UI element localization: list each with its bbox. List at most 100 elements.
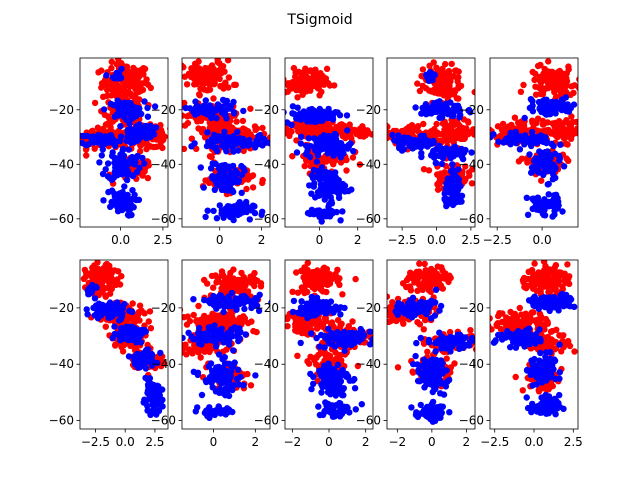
scatter-points: [285, 64, 373, 225]
subplot-6: −20−40−60−2.5 0.0 2.5: [49, 259, 169, 449]
red-point: [285, 81, 292, 89]
blue-point: [121, 168, 128, 176]
blue-point: [253, 296, 261, 303]
red-point: [91, 145, 98, 152]
red-point: [537, 79, 545, 87]
blue-point: [462, 146, 469, 154]
red-point: [458, 171, 466, 178]
red-point: [111, 279, 118, 287]
red-point: [247, 382, 255, 389]
blue-point: [229, 383, 236, 390]
blue-point: [551, 211, 558, 218]
blue-point: [154, 382, 161, 389]
blue-point: [102, 166, 109, 173]
blue-point: [324, 150, 331, 157]
blue-point: [157, 349, 164, 357]
blue-point: [418, 153, 425, 161]
blue-point: [459, 155, 467, 163]
blue-point: [123, 202, 131, 209]
blue-point: [223, 374, 231, 382]
blue-point: [456, 192, 464, 199]
blue-point: [547, 166, 554, 173]
red-point: [435, 131, 442, 138]
blue-point: [247, 298, 255, 305]
blue-point: [151, 396, 158, 403]
blue-point: [246, 216, 253, 223]
blue-point: [128, 211, 135, 219]
blue-point: [119, 107, 126, 115]
red-point: [356, 133, 364, 140]
blue-point: [230, 110, 238, 117]
red-point: [576, 76, 578, 83]
scatter-points: [182, 266, 270, 421]
red-point: [243, 185, 250, 193]
blue-point: [202, 104, 209, 111]
blue-point: [188, 143, 195, 150]
blue-point: [540, 211, 547, 219]
red-point: [352, 275, 359, 283]
blue-point: [217, 410, 224, 417]
red-point: [518, 122, 525, 129]
red-point: [365, 130, 373, 137]
red-point: [239, 117, 247, 125]
blue-point: [243, 202, 250, 209]
blue-point: [436, 98, 443, 105]
blue-point: [210, 300, 218, 307]
blue-point: [240, 107, 247, 115]
blue-point: [216, 385, 223, 392]
red-point: [225, 74, 233, 81]
blue-point: [550, 142, 557, 150]
red-point: [435, 179, 443, 186]
red-point: [452, 67, 460, 74]
red-point: [107, 120, 114, 128]
x-tick-label: 2: [258, 233, 266, 247]
red-point: [100, 270, 107, 277]
blue-point: [215, 173, 223, 180]
blue-point: [236, 335, 244, 342]
blue-point: [234, 128, 241, 136]
blue-point: [339, 208, 346, 215]
red-point: [299, 128, 306, 135]
red-point: [285, 127, 293, 135]
blue-point: [120, 157, 127, 164]
blue-point: [221, 128, 228, 135]
x-tick-label: 2: [252, 435, 260, 449]
subplot-5: −20−40−60−2.5 0.0: [459, 57, 579, 247]
blue-point: [203, 407, 210, 414]
blue-point: [317, 185, 324, 192]
red-point: [247, 173, 254, 180]
red-point: [190, 69, 197, 76]
red-point: [532, 70, 539, 78]
blue-point: [527, 135, 534, 142]
blue-point: [207, 360, 215, 367]
red-point: [348, 135, 355, 142]
red-point: [126, 90, 134, 97]
red-point: [186, 317, 194, 325]
blue-point: [428, 70, 436, 78]
blue-point: [133, 339, 140, 346]
blue-point: [230, 133, 237, 140]
blue-point: [325, 140, 332, 148]
scatter-points: [490, 58, 578, 220]
blue-point: [285, 119, 291, 126]
blue-point: [222, 392, 229, 399]
red-point: [119, 91, 126, 98]
red-point: [445, 83, 452, 90]
blue-point: [558, 106, 565, 114]
blue-point: [90, 133, 97, 140]
red-point: [355, 128, 362, 135]
blue-point: [512, 128, 519, 136]
red-point: [453, 95, 461, 102]
red-point: [195, 349, 202, 356]
blue-point: [559, 208, 566, 215]
axes-frame: [284, 57, 374, 228]
blue-point: [202, 336, 210, 344]
blue-point: [344, 145, 351, 152]
blue-point: [535, 98, 543, 106]
blue-point: [118, 100, 126, 107]
red-point: [517, 88, 525, 96]
blue-point: [126, 126, 134, 133]
red-point: [568, 113, 575, 120]
red-point: [494, 123, 502, 130]
axes-frame: [181, 259, 271, 430]
